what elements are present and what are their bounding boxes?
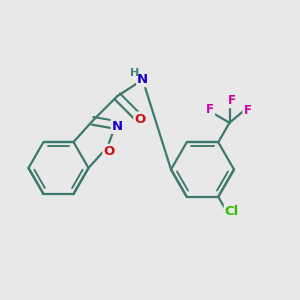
Text: F: F (206, 103, 214, 116)
Text: O: O (134, 112, 146, 125)
Text: N: N (137, 73, 148, 86)
Text: N: N (112, 120, 123, 133)
Text: Cl: Cl (225, 205, 239, 218)
Text: H: H (130, 68, 139, 78)
Text: F: F (228, 94, 236, 107)
Text: F: F (243, 104, 251, 117)
Text: O: O (103, 145, 115, 158)
